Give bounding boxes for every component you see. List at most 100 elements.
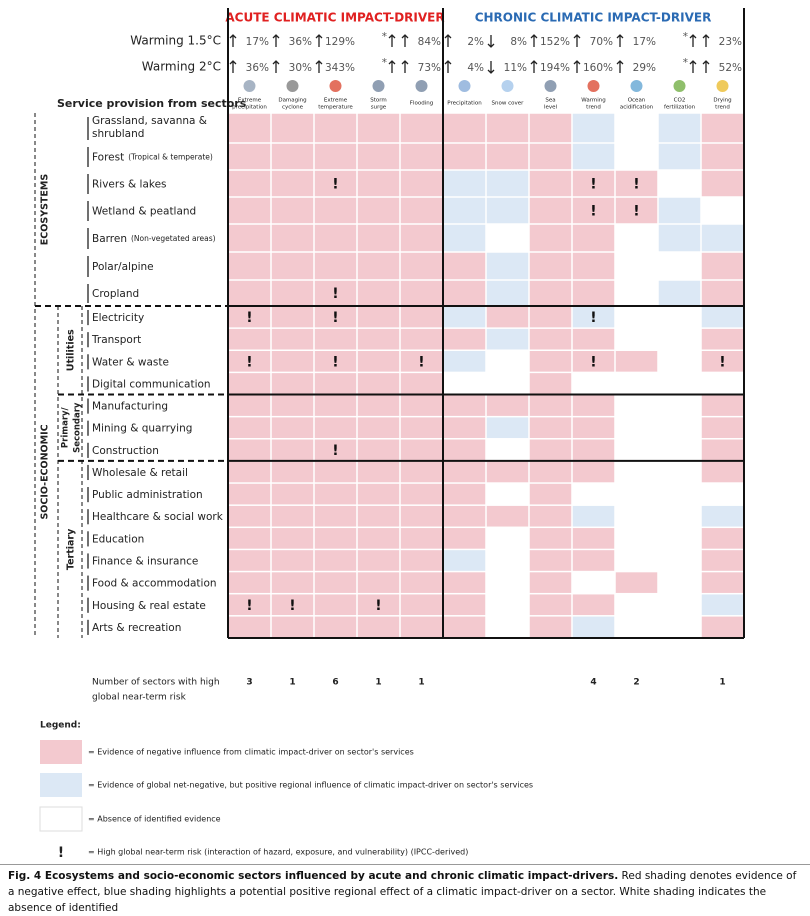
cell — [357, 417, 400, 439]
driver-icon — [329, 80, 342, 92]
caption-rule — [0, 864, 810, 865]
cell — [357, 280, 400, 306]
cell — [572, 439, 615, 461]
cell — [228, 483, 271, 505]
cell — [400, 280, 443, 306]
cell — [486, 461, 529, 483]
cell — [701, 224, 744, 252]
trend-arrow — [444, 60, 452, 73]
cell — [228, 224, 271, 252]
driver-label: Snow cover — [492, 101, 525, 107]
cell — [572, 143, 615, 170]
trend-arrow — [573, 60, 581, 73]
row-label: Food & accommodation — [92, 578, 217, 590]
cell — [314, 572, 357, 593]
cell — [572, 594, 615, 616]
cell — [658, 280, 701, 306]
cell — [572, 461, 615, 483]
trend-arrow — [272, 34, 280, 47]
risk-mark: ! — [418, 354, 424, 370]
cell — [443, 461, 486, 483]
cell — [486, 197, 529, 224]
trend-arrow — [388, 60, 396, 73]
cell — [701, 280, 744, 306]
risk-mark: ! — [332, 177, 338, 193]
cell — [357, 594, 400, 616]
cell — [572, 252, 615, 280]
driver-label: Extreme — [238, 98, 262, 104]
cell — [314, 461, 357, 483]
cell — [271, 170, 314, 197]
legend-swatch — [40, 740, 82, 764]
cell — [615, 528, 658, 549]
trend-arrow — [487, 61, 495, 74]
cell — [271, 328, 314, 350]
driver-label: CO2 — [674, 98, 686, 104]
warming-label: Warming 1.5°C — [130, 34, 221, 48]
cell — [357, 461, 400, 483]
risk-mark: ! — [590, 177, 596, 193]
driver-label: acidification — [620, 105, 654, 111]
risk-mark: ! — [246, 310, 252, 326]
cell — [486, 417, 529, 439]
cell — [701, 328, 744, 350]
cell — [271, 351, 314, 372]
cell — [357, 252, 400, 280]
cell — [443, 113, 486, 143]
cell — [314, 550, 357, 571]
row-note: (Tropical & temperate) — [128, 153, 213, 162]
cell — [357, 328, 400, 350]
row-label-line: Barren — [92, 233, 127, 245]
cell — [400, 143, 443, 170]
risk-mark: ! — [332, 286, 338, 302]
cell — [357, 224, 400, 252]
cell — [228, 280, 271, 306]
row-label-line: Grassland, savanna & — [92, 115, 207, 127]
cell — [529, 461, 572, 483]
row-label-line: Mining & quarrying — [92, 423, 192, 435]
cell — [400, 252, 443, 280]
trend-arrow — [689, 60, 697, 73]
driver-label: Flooding — [410, 101, 433, 107]
warming-value: 194% — [540, 62, 570, 74]
cell — [486, 252, 529, 280]
cell — [529, 395, 572, 416]
counts-label: global near-term risk — [92, 693, 187, 703]
row-label: Public administration — [92, 489, 203, 501]
cell — [615, 113, 658, 143]
cell — [271, 224, 314, 252]
cell — [658, 351, 701, 372]
chronic-title: CHRONIC CLIMATIC IMPACT-DRIVER — [475, 11, 712, 25]
cell — [443, 224, 486, 252]
row-label: Wetland & peatland — [92, 206, 196, 218]
count-value: 2 — [633, 678, 639, 688]
cell — [314, 417, 357, 439]
count-value: 1 — [719, 678, 725, 688]
cell — [271, 550, 314, 571]
cell — [443, 197, 486, 224]
count-value: 1 — [375, 678, 381, 688]
cell — [228, 594, 271, 616]
cell — [271, 252, 314, 280]
cell — [615, 395, 658, 416]
cell — [658, 550, 701, 571]
driver-icon — [544, 80, 557, 92]
cell — [400, 306, 443, 328]
row-label-line: Finance & insurance — [92, 555, 198, 567]
warming-value: 29% — [633, 62, 656, 74]
cell — [228, 616, 271, 638]
risk-mark: ! — [633, 177, 639, 193]
driver-icon — [630, 80, 643, 92]
trend-arrow — [487, 35, 495, 48]
cell — [572, 113, 615, 143]
cell — [486, 306, 529, 328]
cell — [443, 505, 486, 527]
cell — [443, 306, 486, 328]
cell — [615, 572, 658, 593]
cell — [400, 417, 443, 439]
cell — [443, 373, 486, 394]
cell — [271, 373, 314, 394]
cell — [529, 505, 572, 527]
group-label: Secondary — [73, 402, 83, 453]
cell — [529, 113, 572, 143]
